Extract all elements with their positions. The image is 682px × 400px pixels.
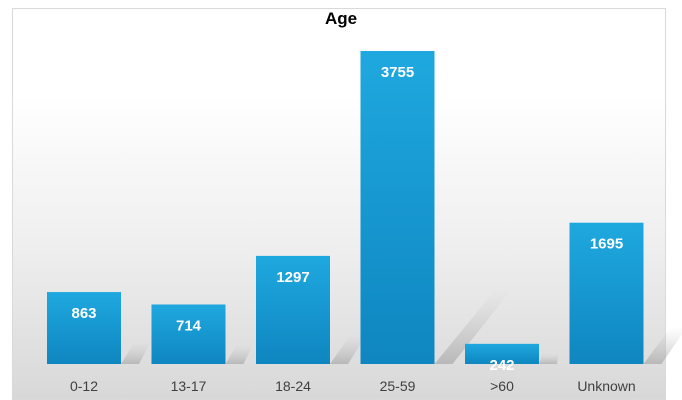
bar-shadows [121, 289, 682, 364]
bar-25-59 [360, 51, 435, 364]
bar-18-24 [256, 255, 330, 364]
bar-shadow [121, 342, 151, 364]
data-label: 3755 [381, 64, 414, 81]
bar->60 [465, 343, 539, 364]
bar-shadow [643, 326, 682, 364]
bar-13-17 [151, 304, 226, 364]
bars [47, 51, 644, 364]
bar-shadow [539, 353, 559, 364]
chart-title: Age [324, 9, 358, 28]
x-tick-label: 0-12 [70, 378, 98, 394]
x-tick-label: >60 [490, 378, 514, 394]
data-label: 1297 [276, 269, 309, 286]
bar-0-12 [47, 292, 121, 364]
x-tick-label: 13-17 [171, 378, 207, 394]
data-label: 1695 [590, 236, 623, 253]
data-label: 714 [176, 317, 202, 334]
bar-Unknown [569, 222, 644, 364]
data-label: 242 [489, 357, 514, 374]
data-labels: 863 714 1297 3755 242 1695 [71, 64, 623, 374]
bar-shadow [330, 334, 367, 364]
data-label: 863 [71, 305, 96, 322]
bar-shadow [434, 289, 512, 364]
bar-shadow [225, 344, 253, 364]
x-axis-ticks: 0-12 13-17 18-24 25-59 >60 Unknown [70, 378, 636, 394]
x-tick-label: Unknown [577, 378, 635, 394]
x-tick-label: 18-24 [275, 378, 311, 394]
x-tick-label: 25-59 [380, 378, 416, 394]
